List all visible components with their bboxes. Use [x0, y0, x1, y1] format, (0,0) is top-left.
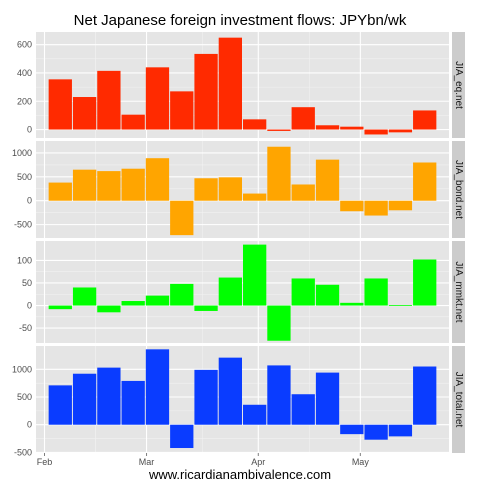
- bar-JIA_mmkt.net-13: [364, 278, 388, 306]
- bar-JIA_mmkt.net-9: [267, 305, 291, 341]
- bar-JIA_total.net-10: [291, 394, 315, 425]
- y-tick-label: 100: [17, 255, 32, 265]
- bar-JIA_total.net-3: [121, 380, 145, 425]
- bar-JIA_eq.net-13: [364, 129, 388, 135]
- y-tick-label: 400: [17, 68, 32, 78]
- bar-JIA_bond.net-5: [170, 200, 194, 236]
- x-tick-label: Mar: [139, 457, 155, 467]
- x-tick-label: Apr: [251, 457, 265, 467]
- bar-JIA_eq.net-6: [194, 53, 218, 130]
- y-tick-label: 0: [27, 420, 32, 430]
- bar-JIA_mmkt.net-12: [340, 302, 364, 306]
- bar-JIA_eq.net-11: [315, 125, 340, 130]
- bar-JIA_bond.net-0: [48, 182, 72, 201]
- bar-JIA_bond.net-10: [291, 184, 315, 201]
- bar-JIA_eq.net-8: [243, 119, 267, 130]
- bar-JIA_bond.net-3: [121, 168, 145, 201]
- bar-JIA_total.net-15: [413, 366, 437, 425]
- bar-JIA_mmkt.net-15: [413, 259, 437, 306]
- bar-JIA_total.net-8: [243, 404, 267, 425]
- bar-JIA_bond.net-6: [194, 178, 218, 201]
- bar-JIA_bond.net-11: [315, 159, 340, 201]
- bar-JIA_eq.net-4: [145, 67, 170, 130]
- facet-strip-bg: [452, 346, 465, 453]
- x-tick-label: May: [352, 457, 370, 467]
- bar-JIA_bond.net-9: [267, 146, 291, 201]
- bar-JIA_mmkt.net-10: [291, 278, 315, 306]
- bar-JIA_bond.net-2: [97, 171, 121, 201]
- y-tick-label: 500: [17, 172, 32, 182]
- facet-strip-label: JIA_mmkt.net: [453, 261, 464, 322]
- bar-JIA_mmkt.net-4: [145, 295, 170, 306]
- x-tick-label: Feb: [37, 457, 53, 467]
- bar-JIA_mmkt.net-8: [243, 244, 267, 306]
- bar-JIA_total.net-0: [48, 385, 72, 425]
- bar-JIA_eq.net-15: [413, 110, 437, 130]
- y-tick-label: 0: [27, 196, 32, 206]
- y-tick-label: 0: [27, 125, 32, 135]
- bar-JIA_bond.net-15: [413, 162, 437, 201]
- bar-JIA_eq.net-7: [218, 37, 242, 130]
- bar-JIA_total.net-12: [340, 424, 364, 435]
- bar-JIA_mmkt.net-11: [315, 284, 340, 306]
- bar-JIA_eq.net-3: [121, 114, 145, 130]
- bar-JIA_total.net-11: [315, 372, 340, 425]
- bar-JIA_total.net-14: [388, 424, 413, 437]
- bar-JIA_bond.net-8: [243, 193, 267, 201]
- facet-strip-bg: [452, 141, 465, 238]
- y-tick-label: 0: [27, 301, 32, 311]
- y-tick-label: -500: [14, 447, 32, 457]
- bar-JIA_eq.net-2: [97, 70, 121, 130]
- facet-strip-bg: [452, 241, 465, 343]
- bar-JIA_mmkt.net-7: [218, 277, 242, 306]
- bar-JIA_eq.net-5: [170, 91, 194, 130]
- y-tick-label: -500: [14, 220, 32, 230]
- y-tick-label: 500: [17, 392, 32, 402]
- bar-JIA_eq.net-14: [388, 129, 413, 133]
- bar-JIA_total.net-1: [72, 373, 97, 425]
- y-tick-label: -50: [19, 323, 32, 333]
- bar-JIA_mmkt.net-1: [72, 287, 97, 306]
- bar-JIA_bond.net-1: [72, 169, 97, 201]
- bar-JIA_total.net-4: [145, 349, 170, 425]
- bar-JIA_eq.net-1: [72, 97, 97, 130]
- y-tick-label: 600: [17, 40, 32, 50]
- y-tick-label: 1000: [12, 364, 32, 374]
- bar-JIA_eq.net-10: [291, 107, 315, 130]
- bar-JIA_bond.net-4: [145, 158, 170, 201]
- bar-JIA_bond.net-13: [364, 200, 388, 216]
- facet-strip-label: JIA_total.net: [453, 372, 464, 428]
- bar-JIA_mmkt.net-3: [121, 301, 145, 306]
- y-tick-label: 200: [17, 96, 32, 106]
- chart-title: Net Japanese foreign investment flows: J…: [73, 12, 407, 29]
- footer-url: www.ricardianambivalence.com: [148, 467, 332, 482]
- bar-JIA_total.net-9: [267, 365, 291, 425]
- bar-JIA_bond.net-14: [388, 200, 413, 211]
- y-tick-label: 50: [22, 278, 32, 288]
- bar-JIA_mmkt.net-2: [97, 305, 121, 313]
- bar-JIA_bond.net-7: [218, 177, 242, 201]
- bar-JIA_bond.net-12: [340, 200, 364, 212]
- y-tick-label: 1000: [12, 148, 32, 158]
- bar-JIA_total.net-13: [364, 424, 388, 440]
- bar-JIA_eq.net-9: [267, 129, 291, 131]
- bar-JIA_mmkt.net-0: [48, 305, 72, 310]
- bar-JIA_mmkt.net-14: [388, 305, 413, 306]
- bar-JIA_mmkt.net-5: [170, 283, 194, 306]
- bar-JIA_total.net-2: [97, 367, 121, 425]
- facet-strip-label: JIA_eq.net: [453, 61, 464, 109]
- bar-JIA_total.net-7: [218, 357, 242, 425]
- facet-strip-bg: [452, 32, 465, 138]
- bar-JIA_total.net-6: [194, 369, 218, 425]
- bar-JIA_eq.net-12: [340, 126, 364, 130]
- bar-JIA_mmkt.net-6: [194, 305, 218, 311]
- bar-JIA_total.net-5: [170, 424, 194, 449]
- facet-strip-label: JIA_bond.net: [453, 160, 464, 219]
- bar-JIA_eq.net-0: [48, 79, 72, 130]
